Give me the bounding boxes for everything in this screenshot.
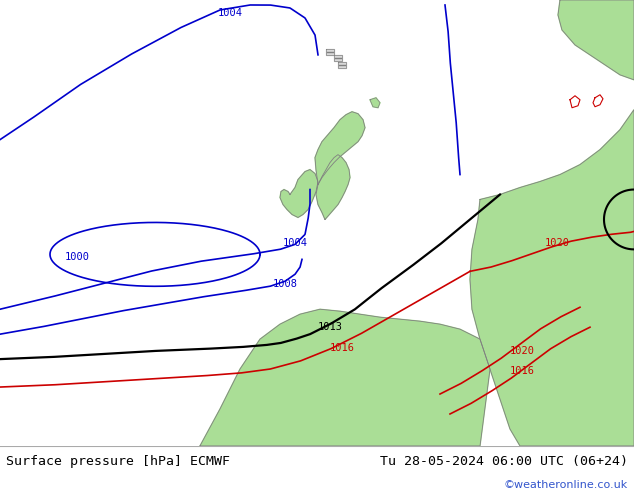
Polygon shape <box>326 49 334 55</box>
Text: 1016: 1016 <box>330 343 355 353</box>
Polygon shape <box>338 62 346 68</box>
Polygon shape <box>315 112 365 185</box>
Text: Surface pressure [hPa] ECMWF: Surface pressure [hPa] ECMWF <box>6 455 230 468</box>
Text: 1016: 1016 <box>510 366 535 376</box>
Polygon shape <box>200 309 490 446</box>
Polygon shape <box>316 155 350 220</box>
Text: 1004: 1004 <box>217 8 242 18</box>
Text: 1020: 1020 <box>510 346 535 356</box>
Text: 1000: 1000 <box>65 252 90 262</box>
Polygon shape <box>558 0 634 80</box>
Text: 1020: 1020 <box>545 239 570 248</box>
Text: Tu 28-05-2024 06:00 UTC (06+24): Tu 28-05-2024 06:00 UTC (06+24) <box>380 455 628 468</box>
Text: ©weatheronline.co.uk: ©weatheronline.co.uk <box>503 480 628 490</box>
Text: 1013: 1013 <box>318 322 343 332</box>
Polygon shape <box>370 98 380 108</box>
Polygon shape <box>470 110 634 446</box>
Text: 1004: 1004 <box>283 239 308 248</box>
Polygon shape <box>334 55 342 61</box>
Polygon shape <box>280 170 318 218</box>
Text: 1008: 1008 <box>273 279 298 289</box>
